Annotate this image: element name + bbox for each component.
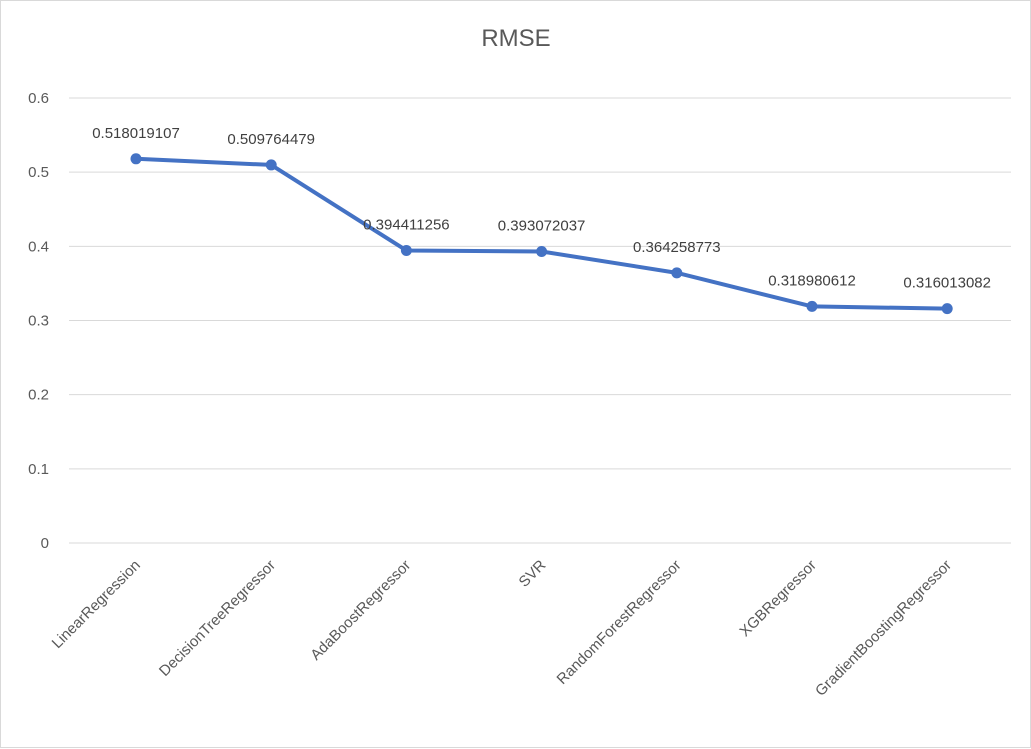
data-point <box>400 244 412 256</box>
x-category-label: SVR <box>516 557 550 591</box>
data-label: 0.393072037 <box>498 217 586 234</box>
data-label: 0.509764479 <box>227 131 315 148</box>
y-axis-ticks: 0 0.1 0.2 0.3 0.4 0.5 0.6 <box>28 90 49 552</box>
y-tick-label: 0 <box>41 535 49 552</box>
data-point <box>806 300 818 312</box>
y-tick-label: 0.2 <box>28 387 49 404</box>
data-point <box>130 153 142 165</box>
x-category-label: RandomForestRegressor <box>554 557 685 688</box>
y-tick-label: 0.5 <box>28 164 49 181</box>
data-point <box>265 159 277 171</box>
data-point <box>671 267 683 279</box>
x-category-label: LinearRegression <box>49 557 144 652</box>
gridlines <box>69 97 1011 544</box>
data-label: 0.394411256 <box>363 216 449 233</box>
data-point <box>536 245 548 257</box>
x-category-label: XGBRegressor <box>736 557 819 640</box>
y-tick-label: 0.4 <box>28 238 49 255</box>
series <box>130 153 953 315</box>
x-category-label: DecisionTreeRegressor <box>156 557 279 680</box>
x-category-label: GradientBoostingRegressor <box>812 557 955 700</box>
data-label: 0.364258773 <box>633 239 721 256</box>
data-labels: 0.518019107 0.509764479 0.394411256 0.39307… <box>92 125 991 292</box>
y-tick-label: 0.6 <box>28 90 49 107</box>
data-label: 0.318980612 <box>768 272 856 289</box>
x-category-label: AdaBoostRegressor <box>307 557 414 664</box>
data-label: 0.316013082 <box>903 275 991 292</box>
chart-title: RMSE <box>481 25 550 52</box>
x-axis-categories: LinearRegression DecisionTreeRegressor Ada… <box>49 557 955 700</box>
data-point <box>941 303 953 315</box>
data-label: 0.518019107 <box>92 125 180 142</box>
y-tick-label: 0.1 <box>28 461 49 478</box>
y-tick-label: 0.3 <box>28 313 49 330</box>
